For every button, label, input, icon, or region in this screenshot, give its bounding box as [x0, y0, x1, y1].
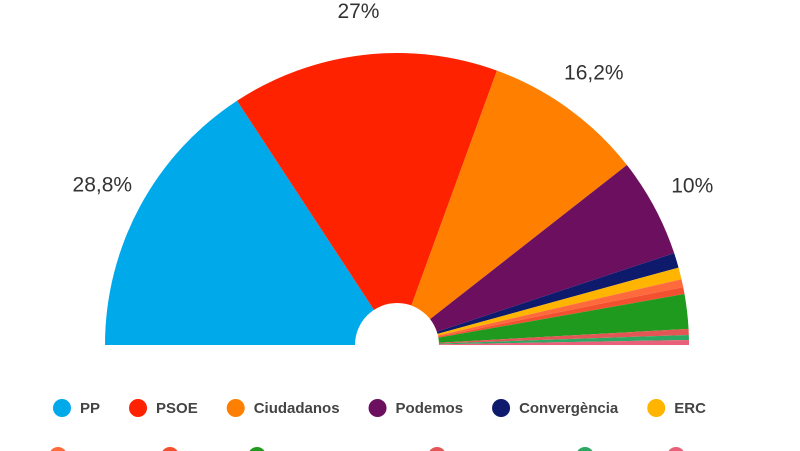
legend-label: Podemos: [396, 400, 464, 417]
legend-label: PSOE: [156, 400, 198, 417]
legend-marker: [129, 399, 148, 417]
slice: [237, 52, 497, 346]
slice: [105, 100, 397, 346]
slice: [397, 267, 682, 345]
legend-marker: [368, 399, 387, 417]
slice: [397, 279, 684, 345]
legend-marker: [577, 447, 593, 451]
data-label: 28,8%: [73, 173, 133, 196]
legend-label: ERC: [674, 400, 706, 417]
legend-marker: [50, 447, 66, 451]
legend-marker: [53, 399, 71, 417]
data-label: 27%: [337, 0, 379, 23]
legend-marker: [668, 447, 684, 451]
legend-marker: [249, 447, 265, 451]
slice: [397, 328, 689, 345]
legend-label: PP: [80, 400, 100, 417]
slice: [397, 287, 685, 345]
legend-marker: [647, 399, 666, 417]
slice: [397, 253, 679, 345]
legend-marker: [162, 447, 178, 451]
legend-label: Convergència: [519, 400, 619, 417]
slice: [397, 70, 627, 346]
slice: [397, 339, 689, 345]
legend-marker: [226, 399, 245, 417]
legend-marker: [429, 447, 445, 451]
legend-marker: [492, 399, 511, 417]
legend-label: Ciudadanos: [254, 400, 340, 417]
data-label: 16,2%: [564, 61, 624, 84]
slice: [397, 334, 689, 345]
slice: [397, 165, 675, 345]
slice: [397, 294, 689, 345]
data-label: 10%: [671, 174, 713, 197]
donut-hole: [355, 303, 439, 387]
